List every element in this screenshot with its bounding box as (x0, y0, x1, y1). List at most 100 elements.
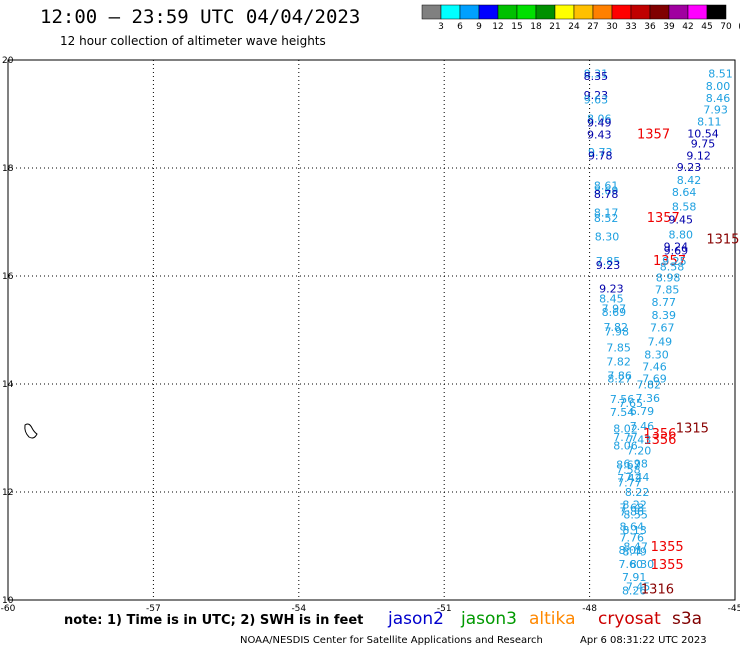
data-label: 8.17 (594, 206, 619, 219)
y-tick-label: 16 (2, 272, 14, 282)
data-label: 8.30 (644, 348, 669, 361)
data-label: 8.13 (622, 524, 647, 537)
legend-label: 12 (492, 22, 503, 32)
data-label: 8.31 (584, 68, 609, 81)
y-tick-label: 20 (2, 56, 14, 66)
legend-label: 45 (701, 22, 712, 32)
data-label: 8.39 (652, 309, 677, 322)
data-label: 8.64 (672, 186, 697, 199)
data-label: 9.73 (588, 146, 613, 159)
legend-swatch (421, 4, 442, 20)
data-label: 7.45 (626, 581, 651, 594)
legend-swatch (440, 4, 461, 20)
data-label: 9.25 (662, 255, 687, 268)
data-label: 7.68 (620, 502, 645, 515)
x-tick-label: -51 (437, 604, 452, 614)
data-label: 7.42 (617, 472, 642, 485)
data-label: 7.49 (648, 335, 673, 348)
data-label: 8.06 (587, 112, 612, 125)
data-label: 9.69 (664, 245, 689, 258)
data-label: 8.64 (620, 521, 645, 534)
data-label: 8.58 (660, 260, 685, 273)
data-label: 7.93 (703, 104, 728, 117)
legend-swatch (573, 4, 594, 20)
data-label: 8.69 (602, 306, 627, 319)
data-label: 8.61 (594, 179, 619, 192)
satellite-jason2: jason2 (388, 609, 444, 629)
legend-label: 70 (720, 22, 732, 32)
data-label: 7.97 (602, 302, 627, 315)
data-label: 7.36 (636, 392, 661, 405)
y-tick-label: 18 (2, 164, 14, 174)
legend-swatch (478, 4, 499, 20)
data-label: 1315 (706, 232, 739, 247)
footer-note: note: 1) Time is in UTC; 2) SWH is in fe… (64, 613, 364, 628)
data-label: 7.86 (620, 505, 645, 518)
data-label: 8.01 (619, 544, 644, 557)
data-label: 7.85 (655, 284, 680, 297)
legend-label: 9 (476, 22, 482, 32)
chart-subtitle: 12 hour collection of altimeter wave hei… (60, 34, 326, 48)
legend-swatch (554, 4, 575, 20)
data-label: 7.56 (610, 393, 635, 406)
data-label: 7.82 (606, 355, 631, 368)
data-label: 8.11 (697, 116, 722, 129)
data-label: 7.60 (619, 558, 644, 571)
data-label: 1356 (643, 433, 676, 448)
data-label: 10.54 (687, 127, 719, 140)
data-label: 8.26 (622, 584, 647, 597)
data-label: 8.30 (630, 558, 655, 571)
legend-label: 39 (663, 22, 675, 32)
data-label: 7.20 (627, 444, 652, 457)
data-label: 7.91 (622, 571, 647, 584)
data-label: 7.77 (613, 431, 638, 444)
data-label: 9.12 (686, 150, 711, 163)
chart-title: 12:00 – 23:59 UTC 04/04/2023 (40, 6, 361, 28)
data-label: 8.22 (625, 486, 650, 499)
legend-swatch (668, 4, 689, 20)
satellite-cryosat: cryosat (598, 609, 661, 629)
data-label: 9.49 (587, 117, 612, 130)
y-tick-label: 12 (2, 488, 13, 498)
data-label: 8.27 (607, 373, 632, 386)
data-label: 7.46 (642, 361, 667, 374)
data-label: 7.58 (616, 463, 641, 476)
data-label: 7.44 (625, 471, 650, 484)
data-label: 7.77 (617, 476, 642, 489)
data-label: 8.45 (599, 293, 624, 306)
data-label: 7.85 (596, 255, 621, 268)
data-label: 9.43 (587, 129, 612, 142)
data-label: 8.55 (623, 509, 648, 522)
data-label: 7.76 (620, 531, 645, 544)
legend-swatch (706, 4, 727, 20)
data-label: 8.67 (616, 458, 641, 471)
data-label: 8.78 (594, 188, 619, 201)
data-label: 8.52 (594, 212, 619, 225)
legend-swatch (535, 4, 556, 20)
data-label: 7.54 (610, 406, 635, 419)
x-tick-label: -57 (146, 604, 161, 614)
plot-frame (7, 59, 736, 601)
data-label: 1357 (653, 254, 686, 269)
data-label: 8.77 (652, 296, 677, 309)
legend-label: 27 (587, 22, 598, 32)
data-label: 8.30 (595, 231, 620, 244)
data-label: 7.98 (604, 326, 629, 339)
legend-swatch (516, 4, 537, 20)
data-label: 9.75 (691, 138, 716, 151)
legend-label: 18 (530, 22, 542, 32)
legend-swatch (497, 4, 518, 20)
legend-swatch (459, 4, 480, 20)
island-outline (24, 423, 38, 439)
data-label: 1356 (643, 427, 676, 442)
data-label: 7.86 (607, 369, 632, 382)
data-label: 8.06 (613, 440, 638, 453)
data-label: 8.00 (706, 80, 731, 93)
data-label: 9.23 (584, 89, 609, 102)
data-label: 6.98 (623, 457, 648, 470)
satellite-altika: altika (529, 609, 576, 629)
x-tick-label: -48 (582, 604, 597, 614)
data-label: 8.47 (623, 541, 648, 554)
